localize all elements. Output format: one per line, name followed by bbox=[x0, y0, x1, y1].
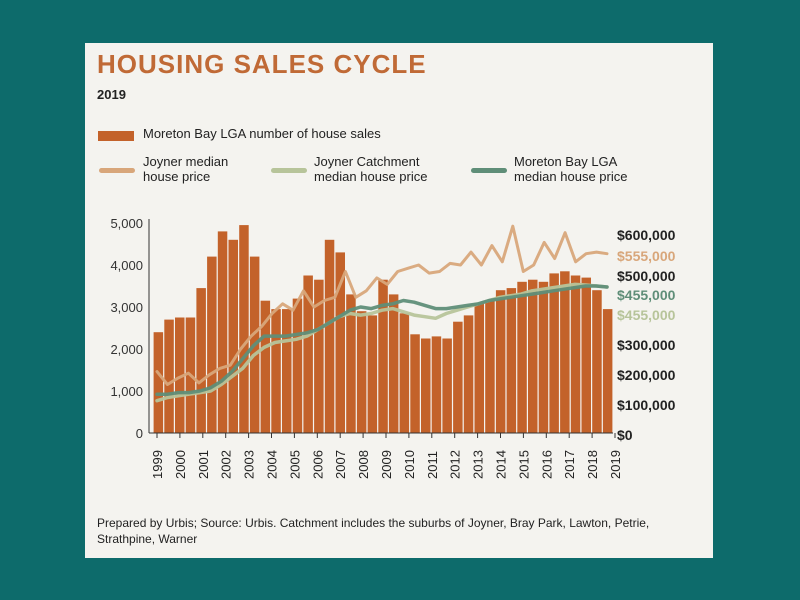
sales-bar bbox=[463, 315, 474, 433]
x-tick-label: 2002 bbox=[219, 450, 234, 479]
sales-bar bbox=[196, 288, 206, 433]
left-tick-label: 4,000 bbox=[110, 258, 143, 273]
right-tick-label: $100,000 bbox=[617, 397, 676, 413]
chart-plot: 0 1,000 2,000 3,000 4,000 5,000 1999 2000 2001 20… bbox=[110, 216, 676, 479]
sales-bar bbox=[367, 315, 378, 433]
right-tick-label: $455,000 bbox=[617, 307, 676, 323]
chart-title: HOUSING SALES CYCLE bbox=[97, 49, 427, 79]
x-tick-label: 2018 bbox=[585, 450, 600, 479]
legend-lga-swatch bbox=[471, 168, 507, 173]
sales-bar bbox=[260, 300, 271, 433]
x-tick-label: 2004 bbox=[265, 450, 280, 479]
legend-sales-swatch bbox=[98, 131, 134, 141]
sales-bar bbox=[549, 273, 559, 433]
x-tick-label: 2007 bbox=[333, 450, 348, 479]
sales-bar bbox=[485, 300, 495, 433]
x-tick-label: 2000 bbox=[173, 450, 188, 479]
sales-bar bbox=[282, 309, 292, 433]
left-tick-label: 2,000 bbox=[110, 342, 143, 357]
sales-bar bbox=[346, 294, 356, 433]
x-tick-label: 2017 bbox=[562, 450, 577, 479]
sales-bar bbox=[324, 239, 335, 433]
sales-bar bbox=[592, 290, 602, 433]
catchment-price-line bbox=[155, 282, 609, 403]
right-tick-label: $500,000 bbox=[617, 268, 676, 284]
sales-bar bbox=[153, 332, 164, 433]
sales-bar bbox=[517, 281, 527, 433]
right-tick-label: $200,000 bbox=[617, 367, 676, 383]
left-tick-label: 3,000 bbox=[110, 300, 143, 315]
right-tick-label: $600,000 bbox=[617, 227, 676, 243]
sales-bar bbox=[292, 298, 303, 433]
sales-bar bbox=[217, 231, 228, 433]
legend-joyner-label: Joyner median house price bbox=[143, 154, 229, 184]
x-tick-label: 2016 bbox=[539, 450, 554, 479]
sales-bar bbox=[335, 252, 345, 433]
x-tick-label: 2005 bbox=[287, 450, 302, 479]
sales-bar bbox=[474, 302, 484, 433]
sales-bar bbox=[538, 281, 549, 433]
sales-bar bbox=[410, 334, 420, 433]
x-tick-label: 2015 bbox=[516, 450, 531, 479]
legend-catchment-swatch bbox=[271, 168, 307, 173]
x-tick-label: 2003 bbox=[242, 450, 257, 479]
sales-bar bbox=[581, 277, 591, 433]
chart-card: HOUSING SALES CYCLE 2019 Moreton Bay LGA… bbox=[85, 43, 713, 558]
source-note: Prepared by Urbis; Source: Urbis. Catchm… bbox=[97, 516, 650, 546]
sales-bar bbox=[228, 239, 238, 433]
sales-bar bbox=[442, 338, 452, 433]
left-tick-label: 5,000 bbox=[110, 216, 143, 231]
x-tick-label: 2014 bbox=[494, 450, 509, 479]
sales-bar bbox=[207, 256, 217, 433]
x-tick-label: 2009 bbox=[379, 450, 394, 479]
sales-bar bbox=[399, 313, 410, 433]
sales-bar bbox=[506, 288, 517, 433]
right-tick-label: $0 bbox=[617, 427, 633, 443]
right-tick-label: $455,000 bbox=[617, 287, 676, 303]
right-tick-label: $555,000 bbox=[617, 248, 676, 264]
x-tick-label: 2008 bbox=[356, 450, 371, 479]
sales-bar bbox=[560, 271, 570, 433]
sales-bar bbox=[528, 279, 538, 433]
sales-bar bbox=[421, 338, 431, 433]
sales-bar bbox=[271, 309, 281, 433]
x-tick-label: 2012 bbox=[448, 450, 463, 479]
sales-bar bbox=[378, 279, 388, 433]
x-tick-label: 2011 bbox=[425, 451, 440, 479]
sales-bar bbox=[239, 225, 249, 433]
legend-sales-label: Moreton Bay LGA number of house sales bbox=[143, 126, 381, 141]
x-tick-label: 2013 bbox=[471, 450, 486, 479]
legend-joyner-swatch bbox=[99, 168, 135, 173]
sales-bar bbox=[453, 321, 463, 433]
x-tick-label: 2010 bbox=[402, 450, 417, 479]
right-tick-label: $300,000 bbox=[617, 337, 676, 353]
sales-bar bbox=[164, 319, 174, 433]
left-tick-label: 0 bbox=[136, 426, 143, 441]
sales-bar bbox=[431, 336, 442, 433]
x-tick-label: 2019 bbox=[608, 450, 623, 479]
joyner-price-line bbox=[155, 224, 609, 386]
sales-bar bbox=[388, 294, 399, 433]
legend-catchment-label: Joyner Catchment median house price bbox=[314, 154, 428, 184]
legend-lga-label: Moreton Bay LGA median house price bbox=[514, 154, 628, 184]
sales-bar bbox=[495, 290, 506, 433]
lga-price-line bbox=[155, 284, 609, 396]
sales-bar bbox=[602, 309, 613, 433]
chart-subtitle: 2019 bbox=[97, 87, 126, 102]
sales-bar bbox=[314, 279, 324, 433]
sales-bar bbox=[175, 317, 185, 433]
sales-bar bbox=[570, 275, 581, 433]
x-tick-label: 2006 bbox=[310, 450, 325, 479]
left-tick-label: 1,000 bbox=[110, 384, 143, 399]
sales-bar bbox=[356, 311, 367, 433]
x-tick-label: 1999 bbox=[150, 450, 165, 479]
x-tick-label: 2001 bbox=[196, 450, 211, 479]
sales-bar bbox=[303, 275, 313, 433]
